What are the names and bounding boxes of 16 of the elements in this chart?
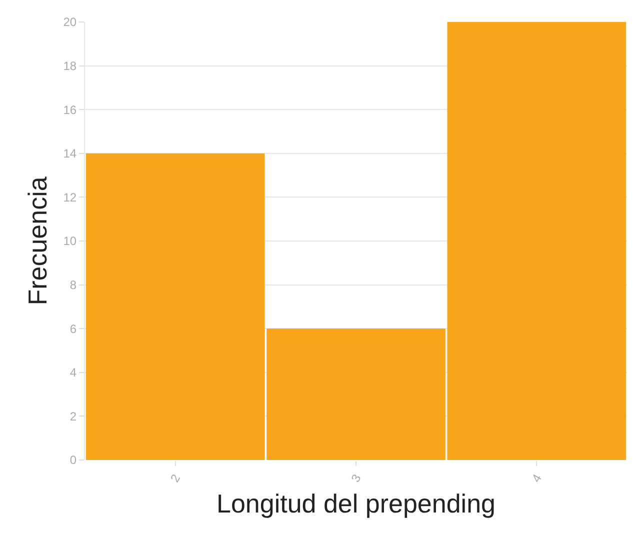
y-tick-label: 16: [63, 102, 77, 117]
y-tick-label: 0: [70, 453, 77, 468]
x-tick-label: 4: [528, 472, 545, 485]
x-axis-title: Longitud del prepending: [216, 488, 496, 518]
y-tick-label: 10: [63, 234, 77, 248]
y-tick-label: 12: [63, 190, 77, 204]
y-tick-label: 4: [70, 366, 77, 380]
y-tick-label: 18: [63, 59, 77, 73]
y-tick-label: 20: [63, 15, 77, 30]
y-axis-title: Frecuencia: [22, 176, 53, 306]
y-tick-label: 6: [70, 322, 77, 336]
x-tick-label: 3: [348, 472, 364, 485]
y-tick-label: 14: [63, 146, 77, 161]
y-tick-label: 2: [70, 409, 77, 424]
x-tick-label: 2: [168, 472, 184, 485]
y-tick-label: 8: [70, 278, 77, 292]
